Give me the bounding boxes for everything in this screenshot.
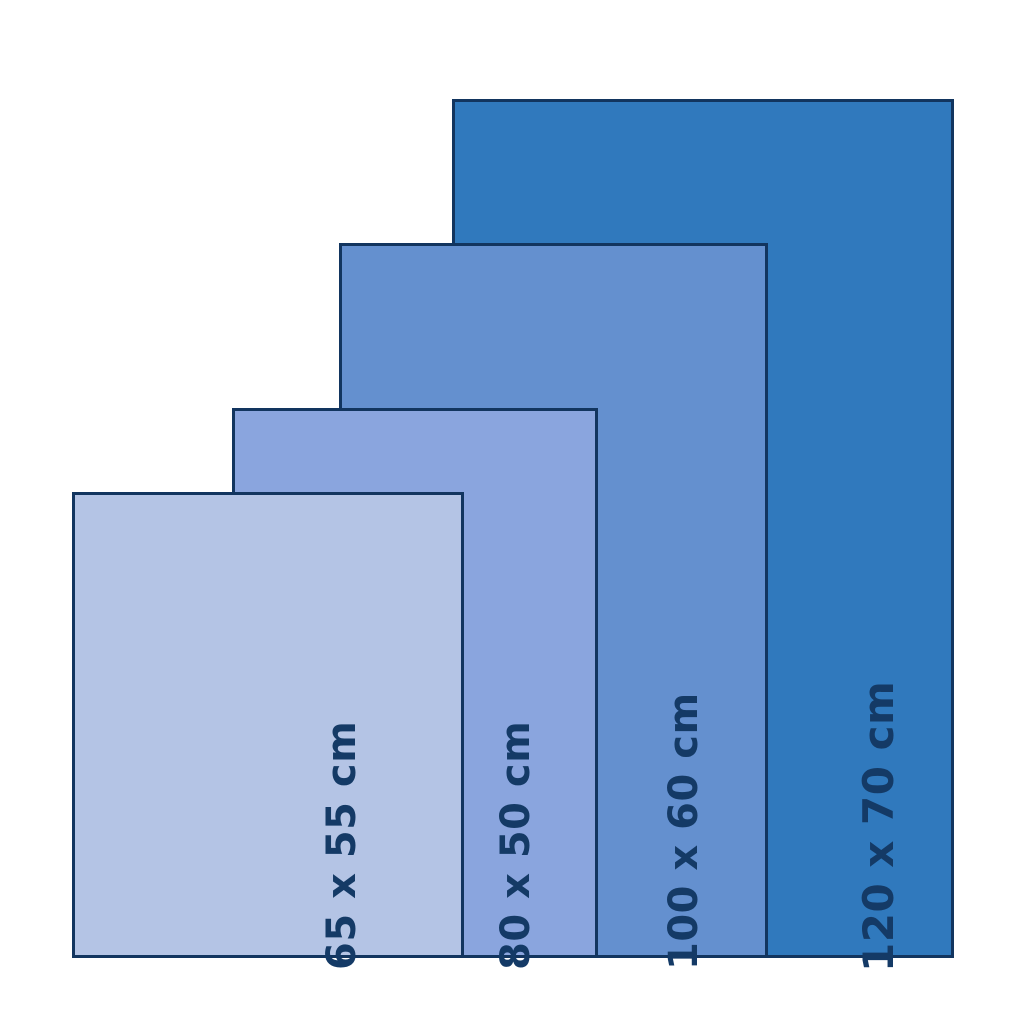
size-label-65x55: 65 x 55 cm [319,720,365,970]
size-rect-65x55[interactable] [72,492,464,958]
size-label-80x50: 80 x 50 cm [493,720,539,970]
size-label-120x70: 120 x 70 cm [854,680,903,972]
size-label-100x60: 100 x 60 cm [661,692,707,970]
